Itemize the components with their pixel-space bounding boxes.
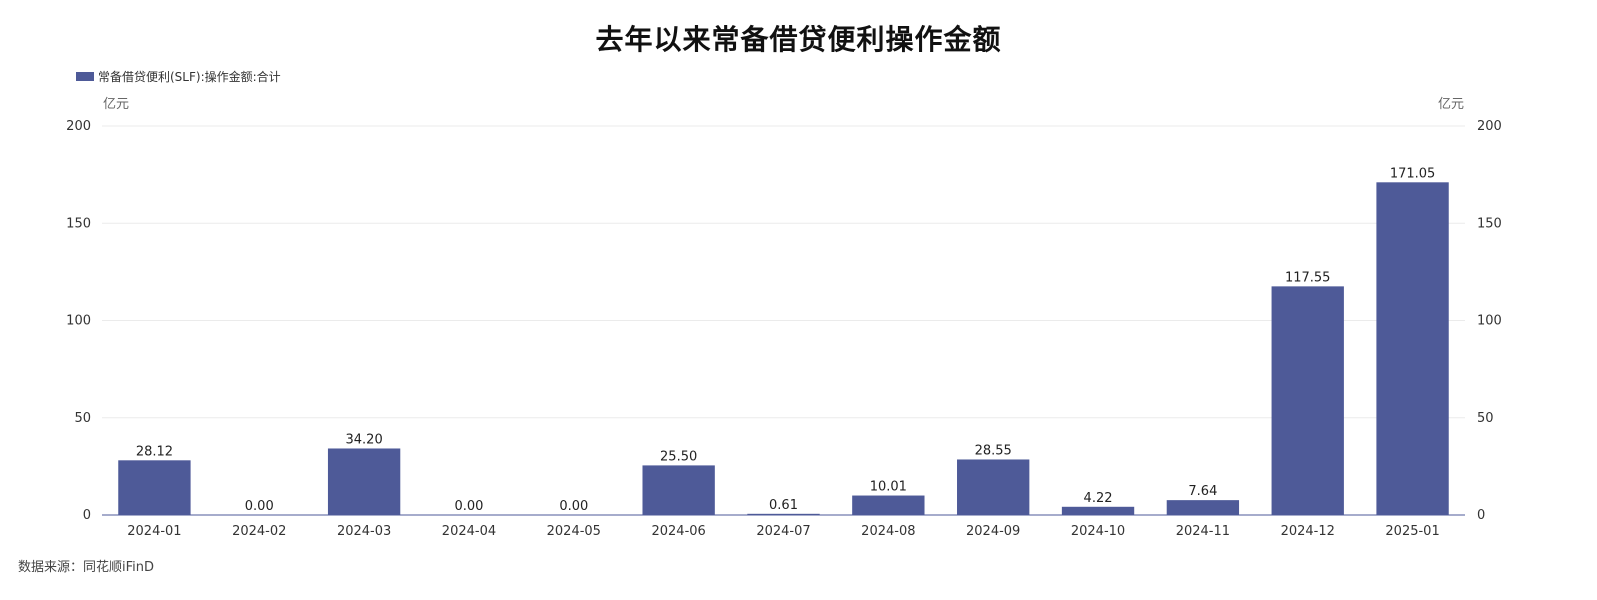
data-label: 0.00: [559, 499, 588, 514]
bar: [327, 448, 401, 515]
x-tick-label: 2024-12: [1281, 524, 1335, 539]
x-tick-label: 2024-10: [1071, 524, 1125, 539]
data-label: 10.01: [870, 480, 907, 495]
data-label: 28.55: [975, 443, 1012, 458]
bar: [1061, 506, 1135, 515]
data-label: 117.55: [1285, 270, 1331, 285]
y-tick-label-left: 100: [66, 314, 91, 329]
chart-title: 去年以来常备借贷便利操作金额: [595, 23, 1002, 56]
bar: [1271, 286, 1344, 515]
x-tick-label: 2024-02: [232, 524, 286, 539]
legend-swatch: [76, 72, 94, 81]
data-label: 34.20: [346, 432, 383, 447]
y-tick-label-right: 150: [1477, 216, 1502, 231]
data-label: 0.00: [454, 499, 483, 514]
y-tick-label-right: 50: [1477, 411, 1494, 426]
y-tick-label-right: 100: [1477, 314, 1502, 329]
data-label: 25.50: [660, 449, 697, 464]
x-tick-label: 2024-07: [756, 524, 810, 539]
data-label: 7.64: [1188, 484, 1217, 499]
y-tick-label-left: 0: [83, 508, 91, 523]
y-tick-label-right: 200: [1477, 119, 1502, 134]
bar: [642, 465, 715, 515]
bar: [747, 513, 820, 515]
bar: [118, 460, 191, 515]
legend-label: 常备借贷便利(SLF):操作金额:合计: [98, 70, 281, 84]
bar: [852, 495, 925, 515]
y-tick-label-left: 150: [66, 216, 91, 231]
chart-legend[interactable]: 常备借贷便利(SLF):操作金额:合计: [76, 68, 281, 85]
data-source: 数据来源：同花顺iFinD: [18, 560, 155, 575]
x-tick-label: 2024-11: [1176, 524, 1230, 539]
left-axis-unit: 亿元: [103, 97, 130, 112]
y-tick-label-left: 50: [74, 411, 91, 426]
x-tick-label: 2024-05: [547, 524, 601, 539]
x-tick-label: 2024-04: [442, 524, 496, 539]
data-label: 4.22: [1084, 491, 1113, 506]
x-tick-label: 2024-03: [337, 524, 391, 539]
data-label: 171.05: [1390, 166, 1436, 181]
data-label: 0.00: [245, 499, 274, 514]
x-tick-label: 2024-06: [651, 524, 705, 539]
x-tick-label: 2025-01: [1385, 524, 1439, 539]
y-tick-label-right: 0: [1477, 508, 1485, 523]
right-axis-unit: 亿元: [1438, 97, 1465, 112]
data-label: 0.61: [769, 498, 798, 513]
bar: [1166, 500, 1240, 515]
data-label: 28.12: [136, 444, 173, 459]
x-tick-label: 2024-01: [127, 524, 181, 539]
bar: [957, 459, 1030, 515]
x-tick-label: 2024-09: [966, 524, 1020, 539]
bar: [1376, 182, 1449, 516]
x-tick-label: 2024-08: [861, 524, 915, 539]
y-tick-label-left: 200: [66, 119, 91, 134]
